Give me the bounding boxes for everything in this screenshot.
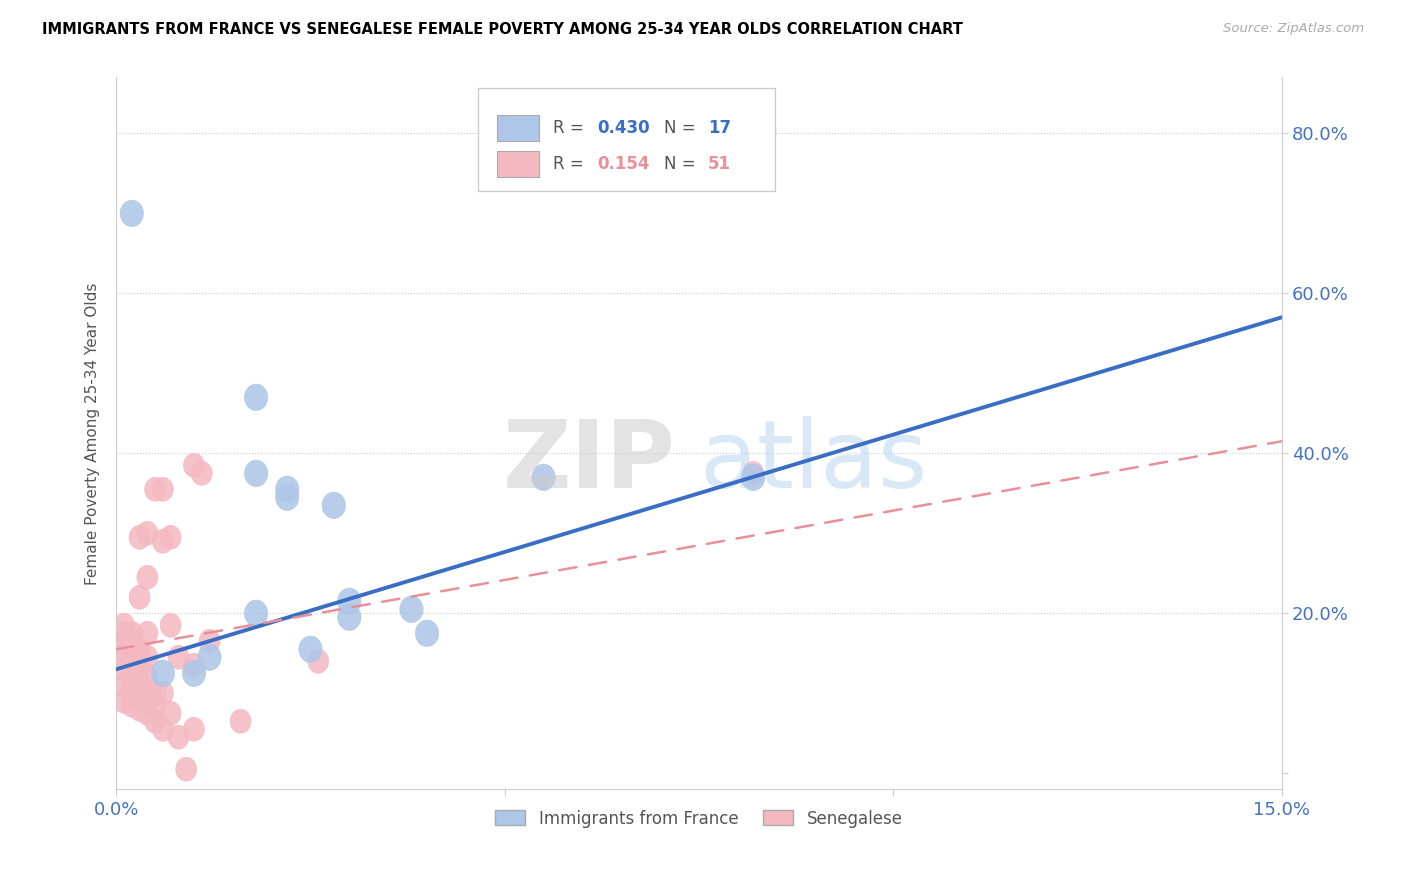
Ellipse shape bbox=[114, 645, 135, 669]
Ellipse shape bbox=[152, 717, 173, 741]
Ellipse shape bbox=[160, 701, 181, 725]
Ellipse shape bbox=[136, 566, 157, 590]
Ellipse shape bbox=[198, 644, 221, 671]
Text: R =: R = bbox=[553, 154, 589, 173]
Ellipse shape bbox=[176, 757, 197, 781]
Ellipse shape bbox=[191, 461, 212, 485]
Text: Source: ZipAtlas.com: Source: ZipAtlas.com bbox=[1223, 22, 1364, 36]
Legend: Immigrants from France, Senegalese: Immigrants from France, Senegalese bbox=[489, 803, 910, 834]
Ellipse shape bbox=[531, 464, 555, 491]
Ellipse shape bbox=[121, 621, 142, 645]
Text: IMMIGRANTS FROM FRANCE VS SENEGALESE FEMALE POVERTY AMONG 25-34 YEAR OLDS CORREL: IMMIGRANTS FROM FRANCE VS SENEGALESE FEM… bbox=[42, 22, 963, 37]
Ellipse shape bbox=[121, 669, 142, 693]
Ellipse shape bbox=[231, 709, 252, 733]
Text: ZIP: ZIP bbox=[503, 416, 676, 508]
Ellipse shape bbox=[741, 464, 765, 491]
Ellipse shape bbox=[152, 529, 173, 553]
Ellipse shape bbox=[121, 681, 142, 706]
Ellipse shape bbox=[337, 588, 361, 615]
Ellipse shape bbox=[121, 641, 142, 665]
Ellipse shape bbox=[399, 596, 423, 623]
Text: N =: N = bbox=[664, 154, 700, 173]
Ellipse shape bbox=[136, 645, 157, 669]
Text: R =: R = bbox=[553, 120, 589, 137]
Ellipse shape bbox=[129, 669, 150, 693]
Ellipse shape bbox=[183, 453, 204, 477]
Text: N =: N = bbox=[664, 120, 700, 137]
FancyBboxPatch shape bbox=[478, 88, 775, 191]
Ellipse shape bbox=[152, 681, 173, 706]
Ellipse shape bbox=[136, 621, 157, 645]
Ellipse shape bbox=[136, 701, 157, 725]
Ellipse shape bbox=[136, 665, 157, 690]
Ellipse shape bbox=[129, 698, 150, 722]
Ellipse shape bbox=[114, 637, 135, 661]
Ellipse shape bbox=[136, 521, 157, 545]
Ellipse shape bbox=[160, 614, 181, 637]
Ellipse shape bbox=[145, 681, 166, 706]
Ellipse shape bbox=[114, 673, 135, 698]
Ellipse shape bbox=[114, 614, 135, 637]
Ellipse shape bbox=[322, 492, 346, 518]
Ellipse shape bbox=[129, 585, 150, 609]
Text: atlas: atlas bbox=[699, 416, 927, 508]
Ellipse shape bbox=[129, 525, 150, 549]
Ellipse shape bbox=[167, 725, 188, 749]
Ellipse shape bbox=[245, 460, 267, 486]
Text: 0.430: 0.430 bbox=[598, 120, 650, 137]
Ellipse shape bbox=[167, 645, 188, 669]
Ellipse shape bbox=[120, 200, 143, 227]
Ellipse shape bbox=[114, 629, 135, 653]
Ellipse shape bbox=[121, 657, 142, 681]
Ellipse shape bbox=[308, 649, 329, 673]
Ellipse shape bbox=[183, 717, 204, 741]
FancyBboxPatch shape bbox=[498, 151, 540, 177]
Text: 0.154: 0.154 bbox=[598, 154, 650, 173]
Ellipse shape bbox=[276, 484, 299, 510]
Ellipse shape bbox=[200, 629, 219, 653]
Ellipse shape bbox=[129, 653, 150, 677]
Y-axis label: Female Poverty Among 25-34 Year Olds: Female Poverty Among 25-34 Year Olds bbox=[86, 282, 100, 584]
Ellipse shape bbox=[160, 525, 181, 549]
Ellipse shape bbox=[136, 690, 157, 714]
Ellipse shape bbox=[276, 476, 299, 502]
Ellipse shape bbox=[129, 685, 150, 709]
Ellipse shape bbox=[152, 660, 174, 687]
Ellipse shape bbox=[183, 653, 204, 677]
Ellipse shape bbox=[337, 604, 361, 631]
Ellipse shape bbox=[145, 693, 166, 717]
Ellipse shape bbox=[145, 477, 166, 501]
Ellipse shape bbox=[245, 384, 267, 410]
Ellipse shape bbox=[114, 621, 135, 645]
Ellipse shape bbox=[121, 629, 142, 653]
Ellipse shape bbox=[742, 461, 763, 485]
Ellipse shape bbox=[183, 660, 205, 687]
Text: 51: 51 bbox=[709, 154, 731, 173]
Ellipse shape bbox=[114, 657, 135, 681]
Ellipse shape bbox=[114, 690, 135, 714]
Ellipse shape bbox=[145, 709, 166, 733]
FancyBboxPatch shape bbox=[498, 115, 540, 141]
Ellipse shape bbox=[129, 637, 150, 661]
Ellipse shape bbox=[152, 477, 173, 501]
Text: 17: 17 bbox=[709, 120, 731, 137]
Ellipse shape bbox=[245, 600, 267, 626]
Ellipse shape bbox=[299, 636, 322, 663]
Ellipse shape bbox=[121, 693, 142, 717]
Ellipse shape bbox=[415, 620, 439, 647]
